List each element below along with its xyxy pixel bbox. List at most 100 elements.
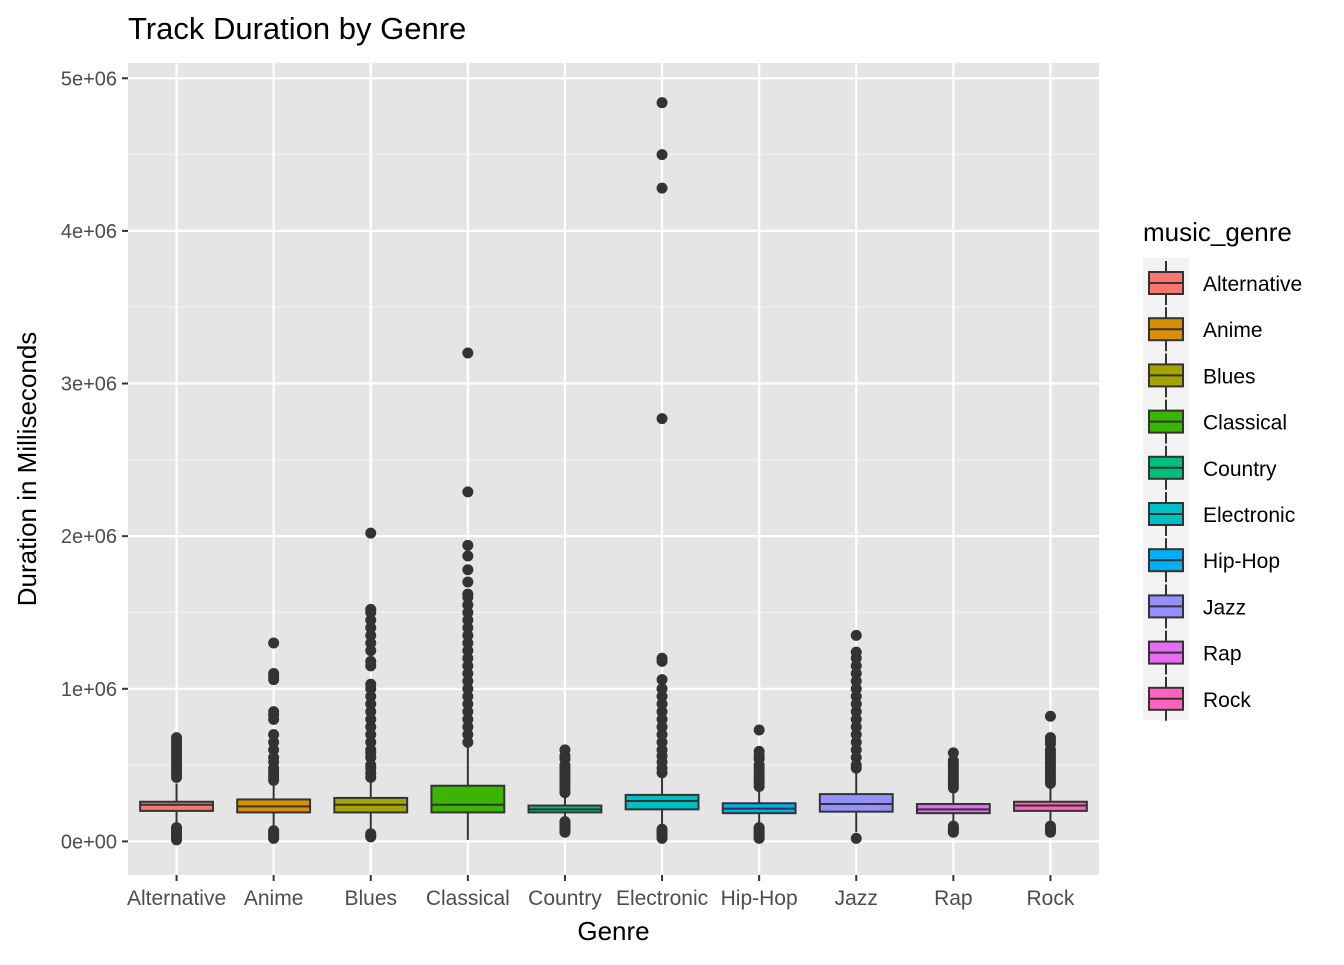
outlier-point bbox=[1044, 710, 1056, 722]
outlier-point bbox=[462, 698, 474, 710]
x-tick-label: Rock bbox=[1027, 887, 1075, 910]
outlier-point bbox=[462, 622, 474, 634]
outlier-point bbox=[462, 652, 474, 664]
outlier-point bbox=[850, 832, 862, 844]
outlier-point bbox=[850, 698, 862, 710]
outlier-point bbox=[656, 721, 668, 733]
outlier-point bbox=[850, 736, 862, 748]
legend-label: Hip-Hop bbox=[1203, 550, 1280, 573]
legend-item-alternative: Alternative bbox=[1148, 261, 1302, 305]
outlier-point bbox=[462, 576, 474, 588]
outlier-point bbox=[462, 721, 474, 733]
outlier-point bbox=[850, 660, 862, 672]
outlier-point bbox=[656, 690, 668, 702]
outlier-point bbox=[462, 706, 474, 718]
outlier-point bbox=[268, 736, 280, 748]
outlier-point bbox=[462, 729, 474, 741]
outlier-point bbox=[365, 713, 377, 725]
outlier-point bbox=[656, 674, 668, 686]
legend-label: Alternative bbox=[1203, 273, 1302, 296]
outlier-point bbox=[268, 729, 280, 741]
outlier-point bbox=[365, 622, 377, 634]
legend: music_genre Alternative Anime Blues Classic… bbox=[1143, 217, 1302, 721]
boxplot-jazz bbox=[818, 629, 894, 844]
outlier-point bbox=[365, 690, 377, 702]
outlier-point bbox=[947, 755, 959, 767]
outlier-point bbox=[462, 599, 474, 611]
outlier-point bbox=[656, 713, 668, 725]
outlier-point bbox=[850, 706, 862, 718]
outlier-point bbox=[462, 614, 474, 626]
outlier-point bbox=[850, 629, 862, 641]
legend-item-rap: Rap bbox=[1148, 630, 1242, 675]
x-tick-label: Classical bbox=[426, 887, 510, 910]
outlier-point bbox=[171, 732, 183, 744]
x-tick-label: Rap bbox=[934, 887, 973, 910]
legend-label: Blues bbox=[1203, 365, 1256, 388]
outlier-point bbox=[850, 744, 862, 756]
outlier-point bbox=[462, 347, 474, 359]
plot-panel bbox=[128, 63, 1099, 875]
outlier-point bbox=[656, 729, 668, 741]
legend-item-jazz: Jazz bbox=[1148, 584, 1246, 629]
boxplot-rock bbox=[1013, 710, 1088, 838]
outlier-point bbox=[462, 736, 474, 748]
outlier-point bbox=[365, 759, 377, 771]
outlier-point bbox=[462, 550, 474, 562]
outlier-point bbox=[365, 744, 377, 756]
outlier-point bbox=[462, 713, 474, 725]
outlier-point bbox=[365, 645, 377, 657]
x-tick-label: Electronic bbox=[616, 887, 708, 910]
outlier-point bbox=[559, 816, 571, 828]
outlier-point bbox=[365, 698, 377, 710]
legend-item-country: Country bbox=[1148, 445, 1277, 490]
outlier-point bbox=[171, 822, 183, 834]
boxplot-country bbox=[527, 744, 603, 838]
outlier-point bbox=[365, 828, 377, 840]
legend-label: Anime bbox=[1203, 319, 1263, 342]
box bbox=[624, 793, 700, 811]
outlier-point bbox=[462, 675, 474, 687]
outlier-point bbox=[268, 744, 280, 756]
legend-label: Electronic bbox=[1203, 504, 1295, 527]
outlier-point bbox=[462, 660, 474, 672]
x-axis-label: Genre bbox=[577, 916, 649, 946]
outlier-point bbox=[462, 637, 474, 649]
outlier-point bbox=[462, 539, 474, 551]
outlier-point bbox=[947, 747, 959, 759]
outlier-point bbox=[365, 729, 377, 741]
outlier-point bbox=[559, 744, 571, 756]
box bbox=[430, 784, 506, 814]
boxplot-electronic bbox=[624, 97, 700, 844]
outlier-point bbox=[462, 588, 474, 600]
y-axis-label: Duration in Milliseconds bbox=[12, 332, 42, 607]
outlier-point bbox=[268, 825, 280, 837]
outlier-point bbox=[365, 721, 377, 733]
outlier-point bbox=[268, 751, 280, 763]
outlier-point bbox=[850, 729, 862, 741]
y-tick-label: 3e+06 bbox=[61, 374, 117, 396]
x-tick-label: Blues bbox=[344, 887, 397, 910]
outlier-point bbox=[365, 736, 377, 748]
legend-title: music_genre bbox=[1143, 217, 1292, 247]
y-tick-label: 4e+06 bbox=[61, 221, 117, 243]
x-tick-label: Country bbox=[528, 887, 602, 910]
legend-item-electronic: Electronic bbox=[1148, 492, 1295, 536]
x-tick-label: Anime bbox=[244, 887, 304, 910]
legend-item-hip-hop: Hip-Hop bbox=[1148, 538, 1280, 583]
panel-background bbox=[128, 63, 1099, 875]
outlier-point bbox=[850, 675, 862, 687]
outlier-point bbox=[462, 690, 474, 702]
chart-title: Track Duration by Genre bbox=[128, 11, 466, 46]
x-tick-label: Hip-Hop bbox=[721, 887, 798, 910]
outlier-point bbox=[365, 678, 377, 690]
outlier-point bbox=[656, 97, 668, 109]
outlier-point bbox=[365, 706, 377, 718]
outlier-point bbox=[850, 759, 862, 771]
outlier-point bbox=[656, 736, 668, 748]
outlier-point bbox=[656, 413, 668, 425]
outlier-point bbox=[365, 629, 377, 641]
legend-label: Classical bbox=[1203, 412, 1287, 435]
